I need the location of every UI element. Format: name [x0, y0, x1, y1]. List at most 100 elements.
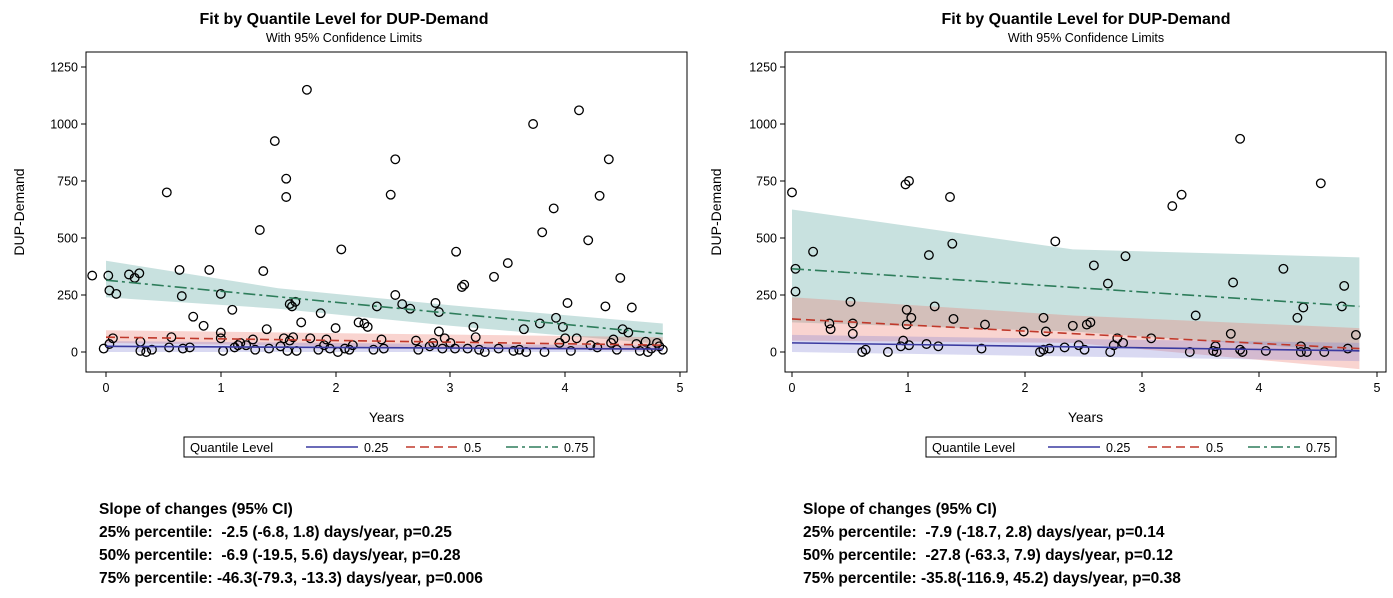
- data-point: [468, 321, 479, 332]
- data-point: [845, 296, 856, 307]
- x-tick-label: 5: [677, 381, 684, 395]
- data-point: [929, 301, 940, 312]
- data-point: [336, 244, 347, 255]
- data-point: [188, 311, 199, 322]
- data-point: [565, 345, 576, 356]
- data-point: [808, 246, 819, 257]
- plot-area: [87, 84, 668, 357]
- data-point: [241, 340, 252, 351]
- data-point: [574, 105, 584, 116]
- data-point: [901, 304, 912, 315]
- data-point: [860, 344, 871, 355]
- chart-left-svg: Fit by Quantile Level for DUP-Demand With…: [11, 11, 688, 458]
- data-point: [1350, 329, 1361, 340]
- x-axis-label: Years: [369, 409, 404, 425]
- slope-heading: Slope of changes (95% CI): [803, 501, 997, 518]
- data-point: [430, 298, 441, 308]
- x-tick-label: 4: [562, 381, 569, 395]
- data-point: [411, 335, 421, 346]
- data-point: [378, 343, 389, 354]
- data-point: [315, 308, 326, 319]
- y-tick-label: 500: [756, 232, 777, 246]
- slope-summary-right: Slope of changes (95% CI) 25% percentile…: [803, 498, 1181, 590]
- data-point: [1211, 347, 1222, 357]
- slope-line-25: 25% percentile: -2.5 (-6.8, 1.8) days/ye…: [99, 524, 452, 541]
- data-point: [215, 327, 226, 338]
- data-point: [124, 269, 134, 280]
- x-tick-label: 2: [1022, 381, 1029, 395]
- data-point: [470, 332, 481, 343]
- data-point: [508, 345, 519, 356]
- data-point: [296, 317, 307, 328]
- data-point: [250, 344, 261, 355]
- data-point: [1210, 341, 1221, 352]
- y-tick-label: 750: [57, 175, 78, 189]
- data-point: [1301, 347, 1312, 357]
- data-point: [339, 343, 350, 354]
- data-point: [1176, 189, 1187, 200]
- data-point: [198, 320, 209, 331]
- data-point: [161, 187, 172, 198]
- data-point: [1040, 326, 1051, 337]
- data-point: [1067, 320, 1078, 331]
- data-point: [290, 296, 301, 307]
- data-point: [281, 173, 292, 184]
- y-tick-label: 0: [71, 346, 78, 360]
- fit-line-075: [791, 267, 1360, 308]
- data-point: [258, 266, 269, 277]
- data-point: [1292, 312, 1303, 323]
- data-point: [623, 327, 634, 338]
- data-point: [1120, 251, 1131, 262]
- data-point: [177, 343, 188, 354]
- data-point: [948, 313, 959, 324]
- slope-heading: Slope of changes (95% CI): [99, 501, 293, 518]
- data-point: [330, 323, 341, 334]
- data-point: [1038, 312, 1049, 323]
- data-point: [923, 250, 934, 261]
- x-tick-label: 0: [103, 381, 110, 395]
- chart-subtitle: With 95% Confidence Limits: [266, 31, 422, 45]
- legend-label: 0.75: [564, 441, 588, 455]
- legend-box: [183, 436, 595, 458]
- data-point: [528, 119, 539, 129]
- data-point: [1295, 347, 1306, 357]
- data-point: [174, 264, 185, 275]
- data-point: [847, 328, 858, 339]
- data-point: [560, 333, 571, 344]
- data-point: [281, 192, 292, 202]
- slope-summary-left: Slope of changes (95% CI) 25% percentile…: [99, 498, 483, 590]
- y-tick-label: 500: [57, 232, 78, 246]
- fit-line-025: [791, 342, 1360, 352]
- data-point: [557, 321, 568, 332]
- fit-line-05: [791, 318, 1360, 350]
- y-tick-label: 750: [756, 175, 777, 189]
- y-tick-label: 250: [57, 289, 78, 303]
- data-point: [592, 342, 603, 353]
- data-point: [275, 341, 286, 352]
- data-point: [537, 227, 548, 238]
- data-point: [261, 324, 272, 335]
- confidence-band-05: [106, 330, 663, 351]
- data-point: [502, 258, 513, 269]
- data-point: [474, 344, 485, 355]
- data-point: [166, 332, 177, 343]
- fit-line-05: [105, 336, 663, 346]
- data-point: [254, 225, 265, 235]
- data-point: [976, 343, 987, 354]
- legend-label: 0.25: [364, 441, 388, 455]
- data-point: [824, 318, 835, 329]
- data-point: [787, 187, 797, 198]
- data-point: [176, 291, 187, 302]
- data-point: [615, 272, 626, 283]
- data-point: [1038, 344, 1049, 355]
- y-tick-label: 250: [756, 289, 777, 303]
- data-point: [882, 347, 893, 357]
- legend-label: 0.25: [1106, 441, 1130, 455]
- data-point: [1050, 236, 1061, 247]
- data-point: [288, 332, 299, 343]
- data-point: [1237, 347, 1248, 357]
- data-point: [278, 333, 289, 344]
- data-point: [146, 344, 157, 355]
- x-tick-label: 1: [218, 381, 225, 395]
- data-point: [456, 282, 467, 292]
